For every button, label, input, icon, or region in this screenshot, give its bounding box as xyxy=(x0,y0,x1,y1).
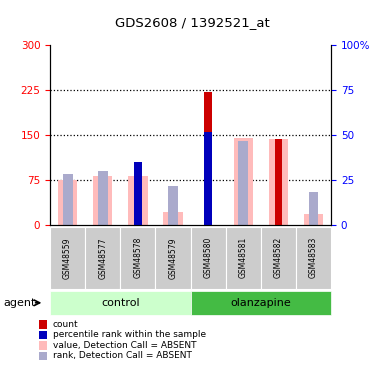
Text: value, Detection Call = ABSENT: value, Detection Call = ABSENT xyxy=(53,341,196,350)
Bar xyxy=(309,192,318,225)
Text: rank, Detection Call = ABSENT: rank, Detection Call = ABSENT xyxy=(53,351,192,360)
Bar xyxy=(63,174,72,225)
Text: GSM48580: GSM48580 xyxy=(204,237,213,279)
Text: GSM48581: GSM48581 xyxy=(239,237,248,278)
Bar xyxy=(304,214,323,225)
Bar xyxy=(93,176,112,225)
Text: agent: agent xyxy=(4,298,36,308)
Text: count: count xyxy=(53,320,79,329)
Text: control: control xyxy=(101,298,140,308)
Text: olanzapine: olanzapine xyxy=(231,298,291,308)
Bar xyxy=(238,141,248,225)
Bar xyxy=(269,139,288,225)
Bar xyxy=(204,132,212,225)
Bar xyxy=(134,174,142,225)
Bar xyxy=(168,186,178,225)
Bar xyxy=(134,162,142,225)
Bar xyxy=(234,138,253,225)
Bar xyxy=(204,92,212,225)
Bar xyxy=(98,171,108,225)
Text: GSM48582: GSM48582 xyxy=(274,237,283,278)
Text: percentile rank within the sample: percentile rank within the sample xyxy=(53,330,206,339)
Text: GSM48579: GSM48579 xyxy=(169,237,177,279)
Bar xyxy=(275,139,282,225)
Text: GSM48559: GSM48559 xyxy=(63,237,72,279)
Bar xyxy=(163,212,182,225)
Text: GSM48583: GSM48583 xyxy=(309,237,318,279)
Bar xyxy=(128,176,147,225)
Text: GSM48577: GSM48577 xyxy=(98,237,107,279)
Text: GSM48578: GSM48578 xyxy=(133,237,142,279)
Bar xyxy=(58,180,77,225)
Text: GDS2608 / 1392521_at: GDS2608 / 1392521_at xyxy=(115,16,270,29)
